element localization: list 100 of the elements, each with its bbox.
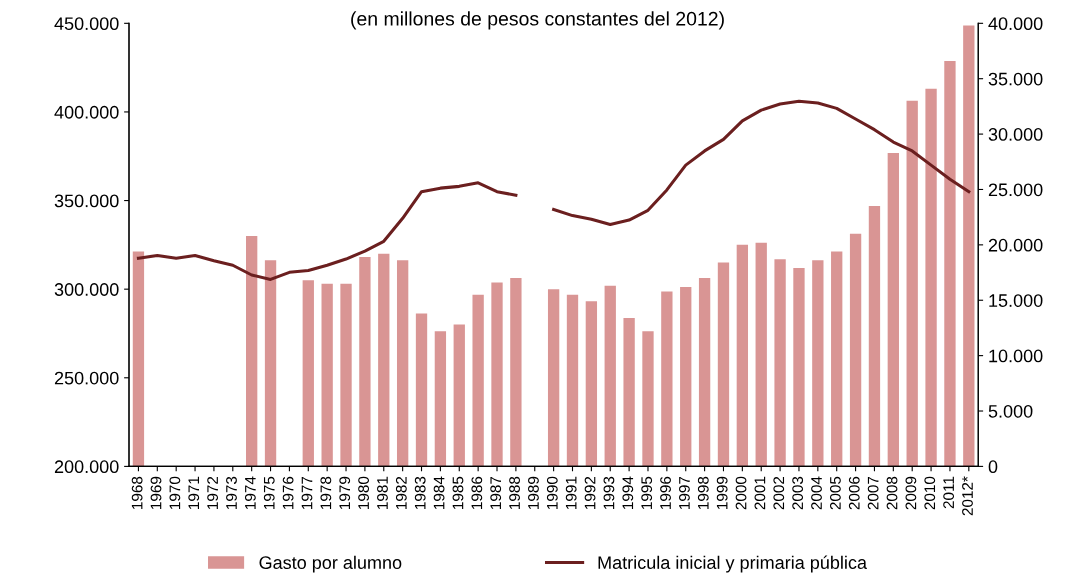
x-tick-label: 1985 xyxy=(452,476,464,509)
x-tick-label: 1990 xyxy=(546,476,558,509)
bar xyxy=(944,60,956,467)
x-tick-label: 2003 xyxy=(792,476,804,510)
bar xyxy=(906,100,918,467)
bar xyxy=(680,286,692,467)
y-tick-label: 400.000 xyxy=(54,105,119,119)
bar xyxy=(963,25,975,467)
bar xyxy=(661,291,673,467)
x-tick-label: 1976 xyxy=(282,476,294,509)
x-tick-label: 2007 xyxy=(867,476,879,510)
x-tick-label: 1991 xyxy=(565,476,577,509)
x-tick-label: 2011 xyxy=(943,476,955,509)
bar xyxy=(566,294,579,467)
x-tick-label: 1977 xyxy=(301,476,313,509)
bar xyxy=(434,331,447,467)
x-tick-label: 1983 xyxy=(414,476,426,509)
bar xyxy=(246,236,258,467)
y2-tick-label: 10.000 xyxy=(989,349,1043,363)
bar xyxy=(831,251,843,467)
y2-tick-label: 35.000 xyxy=(988,72,1043,86)
y-tick-label: 300.000 xyxy=(54,283,119,296)
x-tick-label: 1973 xyxy=(226,476,237,509)
x-tick-label: 1974 xyxy=(244,476,256,509)
bar xyxy=(868,206,881,467)
bar xyxy=(887,152,899,467)
bar xyxy=(453,324,465,467)
y2-tick-label: 20.000 xyxy=(988,238,1043,252)
bar xyxy=(378,253,390,467)
x-tick-label: 1968 xyxy=(131,476,143,509)
x-tick-label: 1978 xyxy=(320,476,332,509)
legend-label: Gasto por alumno xyxy=(259,555,402,573)
x-tick-label: 1989 xyxy=(528,476,539,509)
x-tick-label: 2006 xyxy=(848,476,860,510)
bar xyxy=(396,260,409,467)
x-tick-label: 2012* xyxy=(962,476,973,516)
bar xyxy=(415,313,428,467)
y2-tick-label: 15.000 xyxy=(989,294,1043,307)
x-tick-label: 2005 xyxy=(829,476,841,510)
bar xyxy=(925,88,937,467)
x-tick-label: 1970 xyxy=(169,476,181,509)
y-tick-label: 250.000 xyxy=(54,371,119,385)
bar xyxy=(359,257,371,467)
y2-tick-label: 0 xyxy=(988,460,998,474)
x-tick-label: 1971 xyxy=(188,476,200,509)
x-tick-label: 1984 xyxy=(433,476,445,509)
x-tick-label: 2009 xyxy=(905,476,917,510)
x-tick-label: 2001 xyxy=(754,476,766,510)
y2-tick-label: 40.000 xyxy=(988,17,1043,31)
bar xyxy=(585,301,598,467)
x-tick-label: 1975 xyxy=(263,476,275,509)
bar xyxy=(302,280,314,467)
bar xyxy=(547,289,560,467)
x-tick-label: 1979 xyxy=(339,476,351,509)
bar xyxy=(623,317,635,467)
x-tick-label: 1998 xyxy=(697,476,709,509)
bar xyxy=(642,331,654,467)
x-tick-label: 1986 xyxy=(471,476,483,509)
bar xyxy=(510,278,522,467)
x-tick-label: 2010 xyxy=(924,476,936,510)
x-tick-label: 1980 xyxy=(358,476,369,509)
y2-tick-label: 30.000 xyxy=(988,128,1043,141)
y2-tick-label: 5.000 xyxy=(988,404,1033,418)
y2-tick-label: 25.000 xyxy=(988,183,1043,197)
x-tick-label: 1994 xyxy=(622,476,634,509)
x-tick-label: 1972 xyxy=(207,476,219,509)
y-tick-label: 450.000 xyxy=(54,17,119,31)
x-tick-label: 1993 xyxy=(603,476,615,509)
x-tick-label: 2002 xyxy=(773,476,785,510)
x-tick-label: 1996 xyxy=(660,476,671,509)
bar xyxy=(604,285,616,467)
bar xyxy=(264,260,277,467)
bar xyxy=(491,282,503,467)
bar xyxy=(736,244,749,467)
x-tick-label: 2004 xyxy=(811,476,822,510)
chart-title: (en millones de pesos constantes del 2012) xyxy=(351,11,724,30)
x-tick-label: 2008 xyxy=(886,476,898,510)
x-tick-label: 2000 xyxy=(735,476,747,510)
bar xyxy=(849,233,862,467)
x-tick-label: 1997 xyxy=(679,476,690,509)
bar xyxy=(774,259,786,467)
x-tick-label: 1999 xyxy=(716,476,728,509)
x-tick-label: 1995 xyxy=(641,476,653,509)
y-tick-label: 350.000 xyxy=(54,194,119,208)
bar xyxy=(472,294,484,467)
x-tick-label: 1987 xyxy=(490,476,502,509)
x-tick-label: 1981 xyxy=(377,476,388,509)
bar xyxy=(793,268,805,467)
bar xyxy=(717,262,730,467)
bar xyxy=(321,283,333,467)
bar xyxy=(755,242,767,467)
x-tick-label: 1988 xyxy=(509,476,520,509)
y-tick-label: 200.000 xyxy=(54,460,119,474)
x-tick-label: 1992 xyxy=(584,476,596,509)
x-tick-label: 1969 xyxy=(150,476,162,509)
bar xyxy=(132,251,145,467)
bar xyxy=(812,260,824,467)
legend-label: Matricula inicial y primaria pública xyxy=(598,555,867,573)
x-tick-label: 1982 xyxy=(395,476,407,509)
bar xyxy=(698,278,711,467)
